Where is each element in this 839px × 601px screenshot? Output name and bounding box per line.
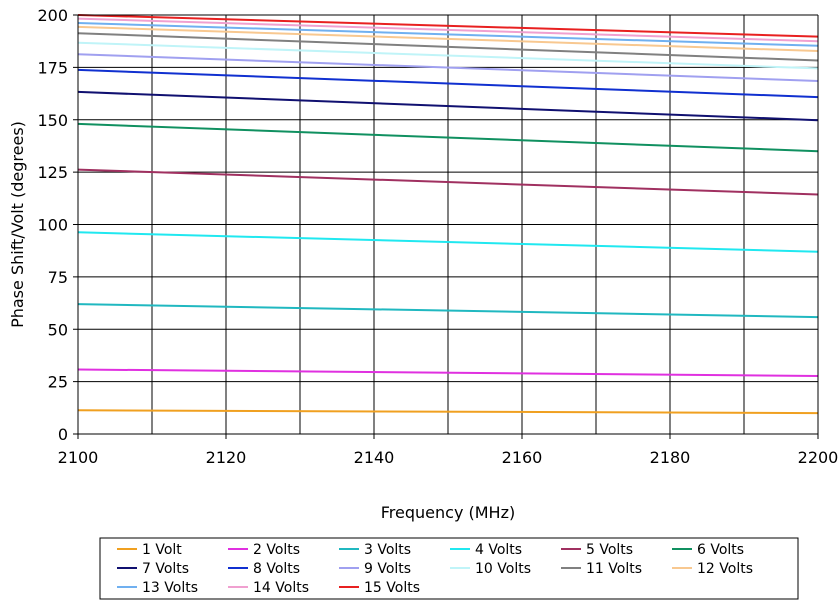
legend-item: 3 Volts: [339, 542, 411, 558]
legend-label: 14 Volts: [253, 580, 309, 596]
legend-label: 10 Volts: [475, 561, 531, 577]
legend-item: 8 Volts: [228, 561, 300, 577]
series-line: [77, 17, 819, 43]
series-line: [77, 22, 819, 47]
y-tick-label: 25: [48, 373, 68, 392]
legend-item: 4 Volts: [450, 542, 522, 558]
legend: 1 Volt 2 Volts 3 Volts 4 Volts 5 Volts 6 Volt…: [99, 537, 799, 600]
legend-label: 12 Volts: [697, 561, 753, 577]
series-line: [77, 41, 819, 70]
series-line: [77, 53, 819, 82]
y-tick-label: 100: [37, 216, 68, 235]
legend-item: 15 Volts: [339, 580, 420, 596]
y-tick-label: 175: [37, 58, 68, 77]
legend-label: 3 Volts: [364, 542, 411, 558]
legend-item: 14 Volts: [228, 580, 309, 596]
legend-item: 7 Volts: [117, 561, 189, 577]
legend-label: 4 Volts: [475, 542, 522, 558]
legend-label: 11 Volts: [586, 561, 642, 577]
legend-label: 13 Volts: [142, 580, 198, 596]
gridlines: [78, 14, 818, 434]
series-line: [77, 90, 819, 122]
legend-label: 2 Volts: [253, 542, 300, 558]
series-line: [77, 409, 819, 415]
series-line: [77, 68, 819, 99]
legend-item: 11 Volts: [561, 561, 642, 577]
y-tick-label: 75: [48, 268, 68, 287]
legend-label: 8 Volts: [253, 561, 300, 577]
series-line: [77, 368, 819, 377]
x-tick-label: 2160: [502, 448, 543, 467]
y-tick-label: 150: [37, 111, 68, 130]
legend-item: 6 Volts: [672, 542, 744, 558]
series-line: [77, 122, 819, 153]
x-tick-label: 2140: [354, 448, 395, 467]
x-tick-label: 2200: [798, 448, 839, 467]
series-line: [77, 25, 819, 52]
series-line: [77, 231, 819, 253]
x-tick-label: 2180: [650, 448, 691, 467]
legend-label: 1 Volt: [142, 542, 182, 558]
legend-item: 13 Volts: [117, 580, 198, 596]
legend-item: 9 Volts: [339, 561, 411, 577]
legend-item: 10 Volts: [450, 561, 531, 577]
y-tick-label: 200: [37, 6, 68, 25]
series-line: [77, 168, 819, 196]
series-line: [77, 303, 819, 319]
legend-box: [99, 537, 799, 600]
legend-label: 15 Volts: [364, 580, 420, 596]
y-tick-label: 125: [37, 163, 68, 182]
legend-label: 9 Volts: [364, 561, 411, 577]
x-axis-title: Frequency (MHz): [381, 503, 515, 522]
series-line: [77, 14, 819, 38]
axes: [77, 14, 819, 435]
series-lines: [77, 14, 819, 415]
legend-item: 1 Volt: [117, 542, 182, 558]
x-tick-label: 2100: [58, 448, 99, 467]
legend-label: 5 Volts: [586, 542, 633, 558]
legend-label: 7 Volts: [142, 561, 189, 577]
legend-item: 2 Volts: [228, 542, 300, 558]
tick-labels: 0 25 50 75 100 125 150 175 200 2100 2120 2140 2160 21…: [37, 6, 838, 467]
y-axis-title: Phase Shift/Volt (degrees): [8, 121, 27, 328]
legend-item: 5 Volts: [561, 542, 633, 558]
legend-label: 6 Volts: [697, 542, 744, 558]
x-tick-label: 2120: [206, 448, 247, 467]
legend-item: 12 Volts: [672, 561, 753, 577]
y-tick-label: 50: [48, 320, 68, 339]
series-line: [77, 32, 819, 62]
y-tick-label: 0: [58, 425, 68, 444]
